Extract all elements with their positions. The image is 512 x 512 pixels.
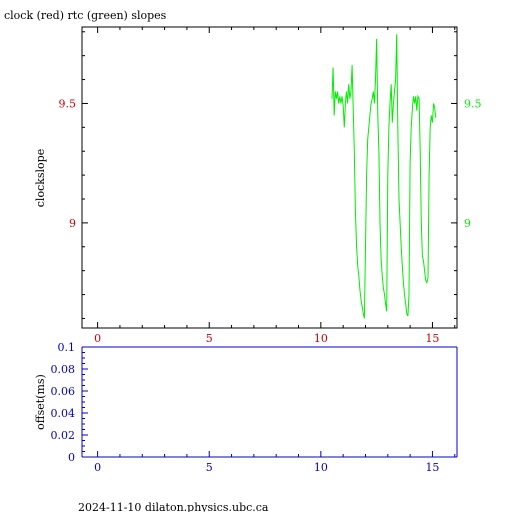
rtc-slope-line	[331, 34, 437, 319]
x-tick-label: 5	[206, 461, 213, 474]
y-tick-label: 0.02	[51, 429, 76, 442]
footer-host-date: 2024-11-10 dilaton.physics.ubc.ca	[78, 501, 269, 512]
x-tick-label: 0	[94, 332, 101, 345]
slope-panel: 0 5 10 15 9 9.5 9 9.5 clockslope	[34, 26, 482, 345]
y-tick-label-left: 9.5	[59, 97, 77, 110]
offset-axes	[81, 346, 458, 458]
slope-y-axis-label: clockslope	[34, 149, 47, 207]
y-tick-label-left: 9	[69, 217, 76, 230]
offset-y-axis-label: offset(ms)	[34, 374, 47, 430]
y-tick-label: 0.08	[51, 363, 76, 376]
x-tick-label: 15	[425, 332, 439, 345]
y-tick-label: 0.04	[51, 407, 76, 420]
slope-series-group	[331, 34, 437, 319]
x-tick-label: 15	[425, 461, 439, 474]
y-tick-label: 0.1	[58, 341, 76, 354]
chart-title: clock (red) rtc (green) slopes	[4, 9, 167, 22]
y-tick-label-right: 9	[464, 217, 471, 230]
x-tick-label: 10	[314, 332, 328, 345]
y-tick-label: 0.06	[51, 385, 76, 398]
offset-ticks	[82, 346, 456, 458]
offset-tick-labels: 0 5 10 15 0 0.02 0.04 0.06 0.08 0.1	[51, 341, 440, 474]
x-tick-label: 5	[206, 332, 213, 345]
y-tick-label-right: 9.5	[464, 97, 482, 110]
offset-panel: 0 5 10 15 0 0.02 0.04 0.06 0.08 0.1 offset(ms)	[34, 341, 458, 474]
x-tick-label: 10	[314, 461, 328, 474]
slope-ticks	[82, 27, 457, 328]
slope-plot-frame	[81, 26, 458, 329]
y-tick-label: 0	[68, 451, 75, 464]
x-tick-label: 0	[94, 461, 101, 474]
slope-tick-labels: 0 5 10 15 9 9.5 9 9.5	[59, 97, 482, 345]
